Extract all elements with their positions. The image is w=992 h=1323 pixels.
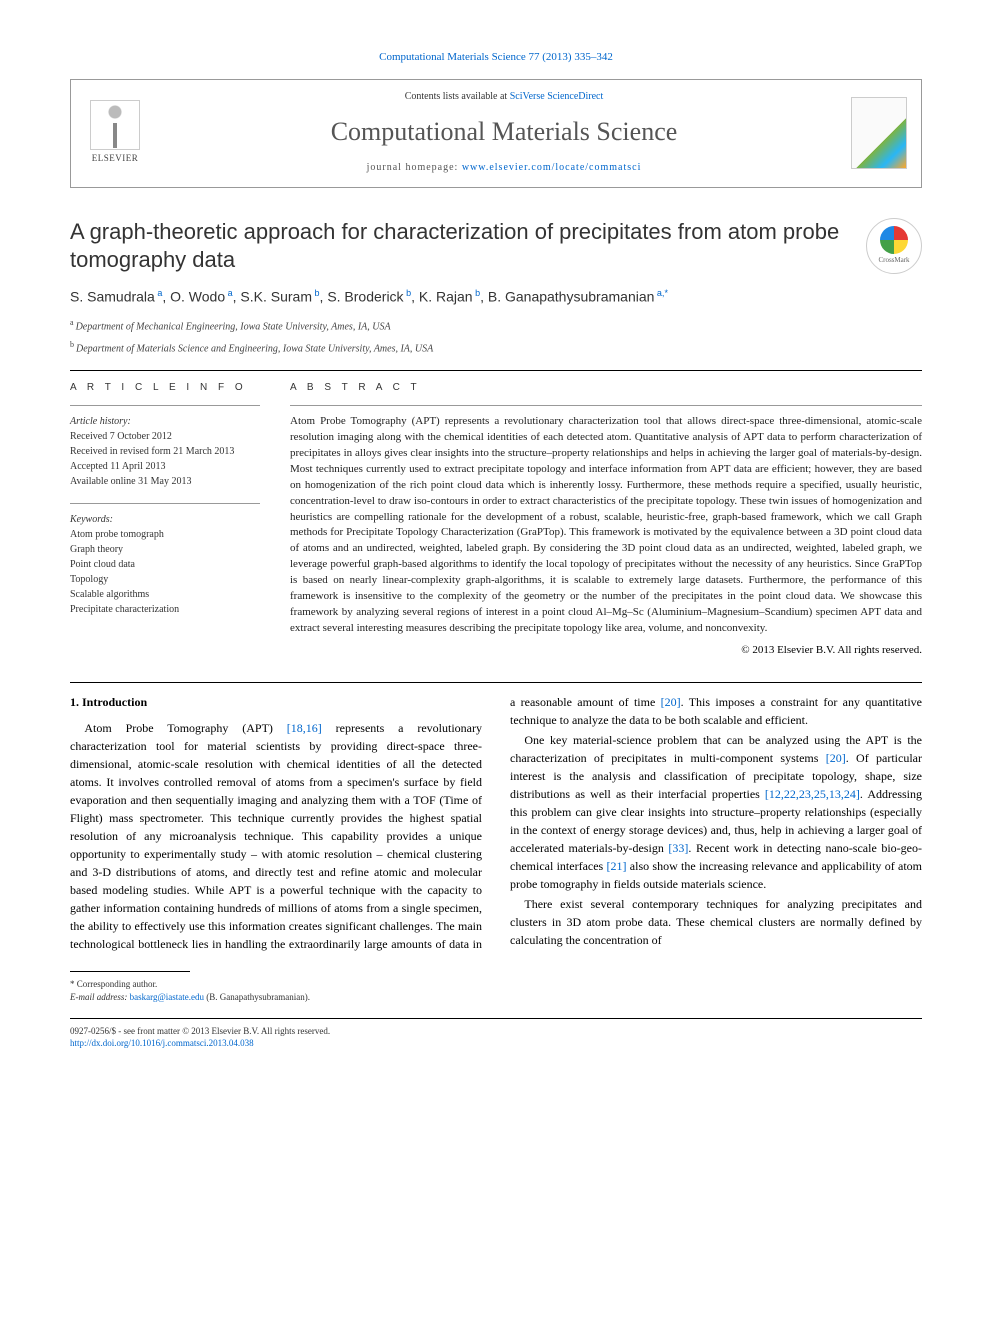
issn-line: 0927-0256/$ - see front matter © 2013 El… [70,1025,922,1038]
info-divider [70,503,260,504]
keyword-item: Graph theory [70,544,123,555]
abstract-copyright: © 2013 Elsevier B.V. All rights reserved… [290,643,922,658]
bottom-publication-info: 0927-0256/$ - see front matter © 2013 El… [70,1025,922,1050]
affiliation-line: b Department of Materials Science and En… [70,339,922,356]
homepage-link[interactable]: www.elsevier.com/locate/commatsci [462,162,642,173]
divider-rule [70,682,922,683]
history-line: Received 7 October 2012 [70,431,172,442]
journal-cover-thumbnail [851,97,907,169]
author-affiliation-marker: b [312,288,320,298]
keyword-item: Topology [70,574,108,585]
citation-link[interactable]: [18,16] [287,721,322,735]
history-line: Received in revised form 21 March 2013 [70,446,234,457]
keyword-item: Scalable algorithms [70,589,149,600]
email-owner: (B. Ganapathysubramanian). [206,992,310,1002]
journal-ref-link[interactable]: Computational Materials Science 77 (2013… [379,51,613,63]
journal-reference: Computational Materials Science 77 (2013… [70,50,922,65]
contents-available-line: Contents lists available at SciVerse Sci… [157,90,851,104]
author-name: S.K. Suram [240,289,312,305]
citation-link[interactable]: [20] [826,751,846,765]
author-affiliation-marker: a [225,288,233,298]
doi-link[interactable]: http://dx.doi.org/10.1016/j.commatsci.20… [70,1038,254,1048]
contents-prefix: Contents lists available at [405,91,510,102]
article-history-block: Article history: Received 7 October 2012… [70,414,260,489]
homepage-line: journal homepage: www.elsevier.com/locat… [157,161,851,175]
keywords-block: Keywords: Atom probe tomograph Graph theo… [70,512,260,617]
section-heading-introduction: 1. Introduction [70,693,482,711]
author-name: S. Samudrala [70,289,155,305]
footnotes-block: * Corresponding author. E-mail address: … [70,978,922,1003]
keyword-item: Precipitate characterization [70,604,179,615]
homepage-prefix: journal homepage: [367,162,462,173]
journal-header-box: ELSEVIER Contents lists available at Sci… [70,79,922,187]
keywords-label: Keywords: [70,514,113,525]
author-affiliation-marker: a,* [654,288,668,298]
article-info-column: A R T I C L E I N F O Article history: R… [70,381,260,659]
body-p1a: Atom Probe Tomography (APT) [84,721,286,735]
journal-name: Computational Materials Science [157,114,851,150]
email-label: E-mail address: [70,992,127,1002]
author-name: K. Rajan [419,289,473,305]
crossmark-badge[interactable]: CrossMark [866,218,922,274]
author-name: S. Broderick [327,289,403,305]
publisher-name: ELSEVIER [92,152,139,165]
author-name: B. Ganapathysubramanian [488,289,655,305]
corresponding-email-link[interactable]: baskarg@iastate.edu [130,992,204,1002]
header-center: Contents lists available at SciVerse Sci… [157,90,851,174]
author-affiliation-marker: b [473,288,481,298]
abstract-divider [290,405,922,406]
authors-line: S. Samudrala a, O. Wodo a, S.K. Suram b,… [70,287,922,307]
article-title: A graph-theoretic approach for character… [70,218,846,275]
abstract-label: A B S T R A C T [290,381,922,395]
bottom-divider [70,1018,922,1019]
abstract-text: Atom Probe Tomography (APT) represents a… [290,414,922,637]
body-text-columns: 1. Introduction Atom Probe Tomography (A… [70,693,922,953]
elsevier-tree-icon [90,100,140,150]
citation-link[interactable]: [12,22,23,25,13,24] [765,787,860,801]
body-p3: There exist several contemporary techniq… [510,895,922,949]
sciencedirect-link[interactable]: SciVerse ScienceDirect [510,91,604,102]
citation-link[interactable]: [21] [607,859,627,873]
footnote-separator [70,971,190,972]
affiliation-line: a Department of Mechanical Engineering, … [70,317,922,334]
divider-rule [70,370,922,371]
keyword-item: Atom probe tomograph [70,529,164,540]
history-label: Article history: [70,416,131,427]
author-affiliation-marker: a [155,288,163,298]
abstract-column: A B S T R A C T Atom Probe Tomography (A… [290,381,922,659]
article-info-label: A R T I C L E I N F O [70,381,260,395]
author-affiliation-marker: b [404,288,412,298]
crossmark-label: CrossMark [878,256,909,266]
author-name: O. Wodo [170,289,225,305]
history-line: Available online 31 May 2013 [70,476,191,487]
info-divider [70,405,260,406]
citation-link[interactable]: [33] [668,841,688,855]
publisher-logo: ELSEVIER [85,98,145,168]
crossmark-icon [880,226,908,254]
citation-link[interactable]: [20] [661,695,681,709]
history-line: Accepted 11 April 2013 [70,461,165,472]
keyword-item: Point cloud data [70,559,135,570]
corresponding-author-note: * Corresponding author. [70,978,922,991]
